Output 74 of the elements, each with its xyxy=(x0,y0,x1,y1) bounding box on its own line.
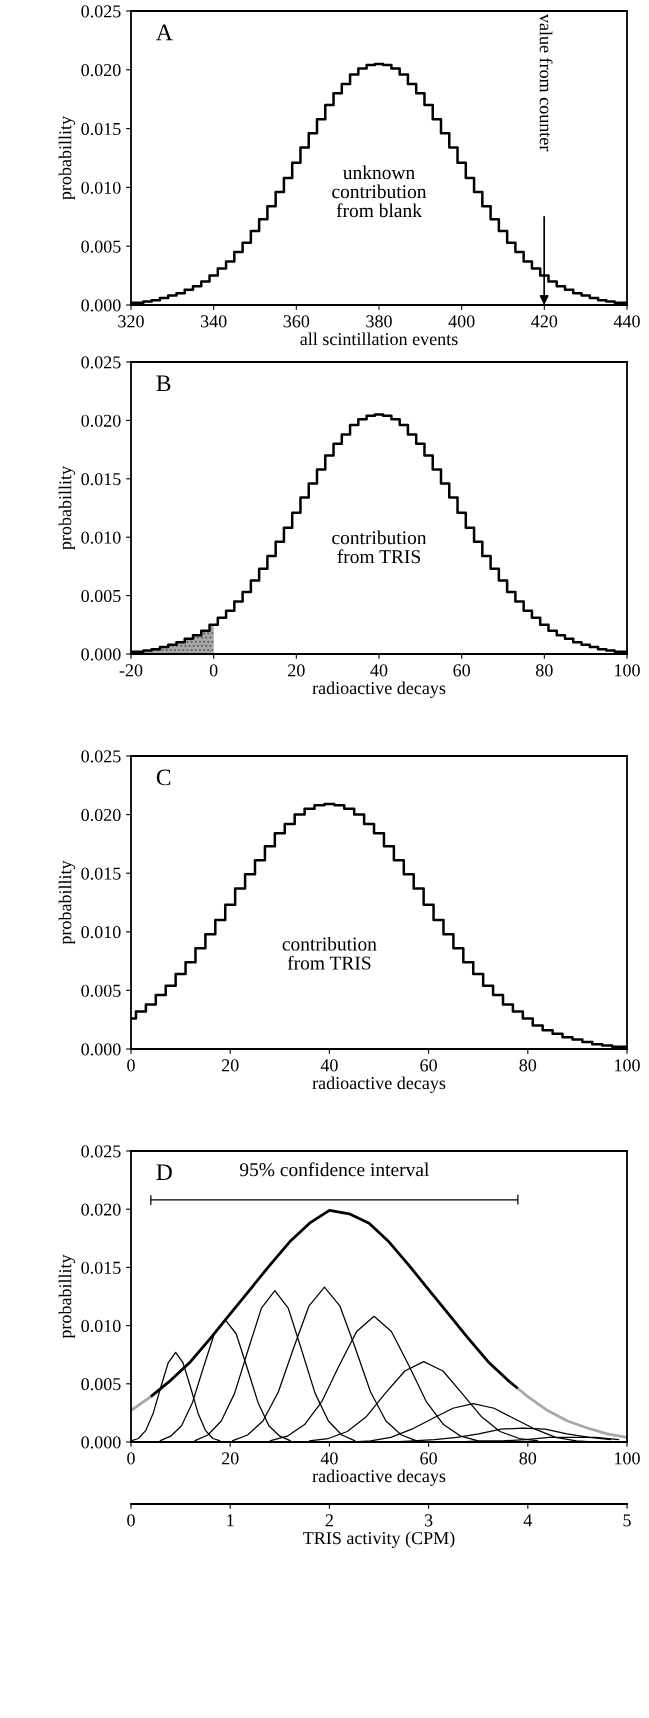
x-tick-label: 320 xyxy=(118,315,144,328)
x-tick-label: 60 xyxy=(420,1059,437,1072)
y-tick-label: 0.005 xyxy=(81,984,121,997)
y-tick-label: 0.025 xyxy=(81,750,121,763)
annotation: unknown contribution from blank xyxy=(332,165,427,218)
y-tick-label: 0.015 xyxy=(81,1261,121,1274)
y-tick-label: 0.000 xyxy=(81,1436,121,1449)
x-tick-label: 100 xyxy=(615,1452,640,1465)
y-tick-label: 0.005 xyxy=(81,240,121,253)
y-tick-label: 0.025 xyxy=(81,356,121,369)
y-tick-label: 0.025 xyxy=(81,1145,121,1158)
x2-axis-title: TRIS activity (CPM) xyxy=(303,1531,455,1548)
x-axis-title: radioactive decays xyxy=(312,1469,446,1486)
x-axis-title: all scintillation events xyxy=(300,332,458,346)
x2-tick-label: 5 xyxy=(623,1514,631,1527)
x-tick-label: 20 xyxy=(221,1059,239,1072)
x-tick-label: 440 xyxy=(613,315,640,328)
annotation: D xyxy=(156,1164,172,1181)
x-axis-title: radioactive decays xyxy=(312,681,446,698)
y-axis-title: probabillity xyxy=(58,1254,76,1339)
x-tick-label: 60 xyxy=(453,664,471,677)
x-tick-label: 40 xyxy=(370,664,388,677)
y-axis-title: probabillity xyxy=(58,115,76,200)
x-tick-label: 20 xyxy=(288,664,305,677)
x2-tick-label: 0 xyxy=(127,1514,135,1527)
y-tick-label: 0.020 xyxy=(81,414,121,427)
x-tick-label: 380 xyxy=(366,315,392,328)
x-tick-label: 400 xyxy=(448,315,475,328)
y-tick-label: 0.020 xyxy=(81,1203,121,1216)
annotation: 95% confidence interval xyxy=(239,1162,429,1177)
y-tick-label: 0.000 xyxy=(81,648,121,661)
x-tick-label: 80 xyxy=(519,1059,537,1072)
y-tick-label: 0.010 xyxy=(81,181,121,194)
y-tick-label: 0.015 xyxy=(81,122,121,136)
y-tick-label: 0.010 xyxy=(81,1319,121,1333)
y-axis-title: probabillity xyxy=(58,465,76,550)
x-axis-title: radioactive decays xyxy=(312,1076,446,1093)
x-tick-label: 100 xyxy=(615,664,640,677)
y-tick-label: 0.010 xyxy=(81,926,121,939)
x-tick-label: 20 xyxy=(221,1452,239,1465)
x-tick-label: 0 xyxy=(127,1452,135,1465)
y-tick-label: 0.020 xyxy=(81,64,121,77)
y-tick-label: 0.015 xyxy=(81,867,121,880)
x-tick-label: 360 xyxy=(283,315,310,328)
annotation: A xyxy=(156,24,173,41)
y-tick-label: 0.000 xyxy=(81,1043,121,1056)
x-tick-label: -20 xyxy=(119,664,143,677)
y-tick-label: 0.010 xyxy=(81,531,121,544)
annotation: contribution from TRIS xyxy=(332,530,427,564)
x-tick-label: 80 xyxy=(535,664,553,677)
y-tick-label: 0.015 xyxy=(81,473,121,486)
y-tick-label: 0.005 xyxy=(81,589,121,603)
x2-tick-label: 4 xyxy=(523,1514,533,1527)
y-tick-label: 0.020 xyxy=(81,808,121,822)
x-tick-label: 0 xyxy=(127,1059,135,1072)
y-tick-label: 0.005 xyxy=(81,1378,121,1391)
x-tick-label: 80 xyxy=(519,1452,537,1465)
y-tick-label: 0.025 xyxy=(81,5,121,18)
x2-tick-label: 1 xyxy=(227,1514,234,1527)
x-tick-label: 60 xyxy=(420,1452,437,1465)
x-tick-label: 0 xyxy=(209,664,218,677)
x2-tick-label: 2 xyxy=(325,1514,333,1527)
x-tick-label: 40 xyxy=(320,1059,338,1072)
annotation: C xyxy=(156,769,171,786)
annotation: contribution from TRIS xyxy=(282,936,377,970)
x2-tick-label: 3 xyxy=(424,1514,433,1527)
annotation: B xyxy=(156,375,171,392)
annotation: value from counter xyxy=(539,13,553,152)
x-tick-label: 420 xyxy=(531,315,558,328)
y-tick-label: 0.000 xyxy=(81,299,121,312)
x-tick-label: 340 xyxy=(200,315,227,328)
y-axis-title: probabillity xyxy=(58,860,76,945)
x-tick-label: 100 xyxy=(615,1059,640,1072)
x-tick-label: 40 xyxy=(320,1452,338,1465)
